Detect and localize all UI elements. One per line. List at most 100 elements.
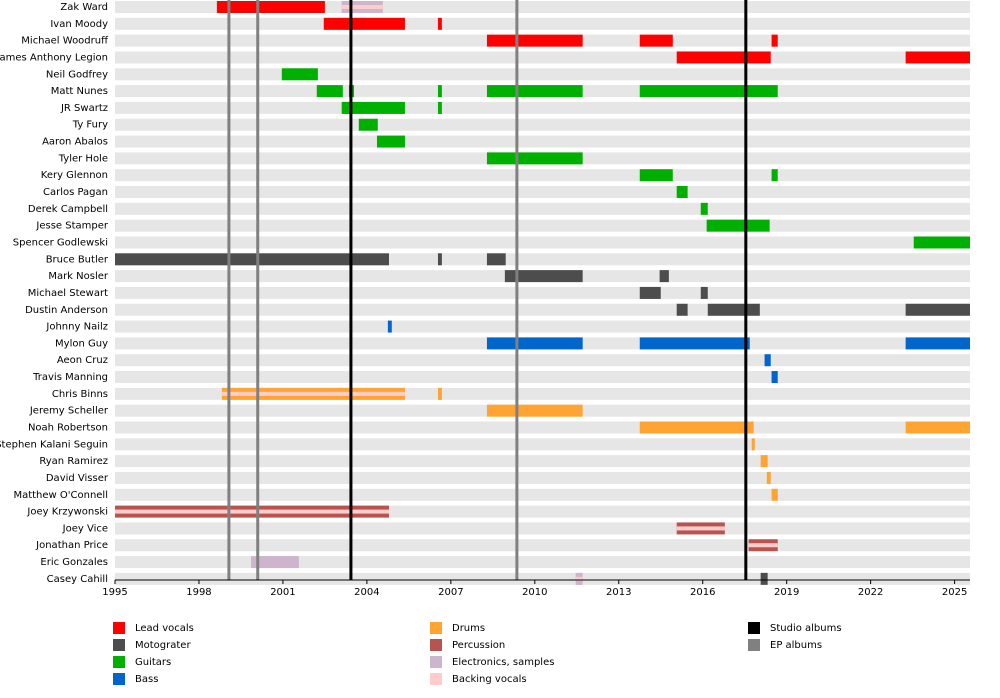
x-tick-label: 2016 (690, 587, 715, 598)
member-bar (387, 320, 392, 333)
row-band (115, 219, 970, 232)
member-bar (766, 471, 771, 484)
member-bar (676, 186, 688, 199)
member-bar (639, 34, 673, 47)
member-label: Bruce Butler (46, 254, 109, 265)
legend-swatch (748, 622, 760, 634)
member-bar (771, 488, 778, 501)
legend-swatch (113, 639, 125, 651)
row-band (115, 169, 970, 182)
legend-label: Electronics, samples (452, 657, 554, 668)
legend-label: Guitars (135, 657, 171, 668)
member-label: Tyler Hole (58, 153, 108, 164)
member-bar (486, 152, 583, 165)
member-bar (115, 509, 389, 514)
x-tick-label: 2001 (270, 587, 295, 598)
row-band (115, 539, 970, 552)
x-tick-label: 1998 (186, 587, 211, 598)
member-label: Ivan Moody (50, 19, 108, 30)
x-tick-label: 1995 (102, 587, 127, 598)
member-label: Dustin Anderson (25, 305, 108, 316)
member-bar (905, 337, 970, 350)
member-label: Kery Glennon (41, 170, 108, 181)
member-bar (706, 219, 770, 232)
row-band (115, 101, 970, 114)
member-label: JR Swartz (60, 103, 108, 114)
member-bar (486, 253, 506, 266)
member-label: Matt Nunes (51, 86, 108, 97)
row-band (115, 471, 970, 484)
member-bar (676, 51, 771, 64)
row-band (115, 186, 970, 199)
member-bar (486, 404, 583, 417)
legend-label: Backing vocals (452, 674, 527, 685)
member-bar (639, 337, 750, 350)
member-label: Chris Binns (52, 389, 108, 400)
member-bar (676, 526, 725, 531)
member-bar (437, 85, 442, 98)
row-band (115, 488, 970, 501)
member-bar (748, 543, 778, 548)
x-tick-label: 2025 (942, 587, 967, 598)
row-band (115, 68, 970, 81)
legend-label: EP albums (770, 640, 822, 651)
row-band (115, 202, 970, 215)
row-band (115, 135, 970, 148)
legend-label: Drums (452, 623, 485, 634)
member-bar (437, 17, 442, 30)
x-tick-label: 2010 (522, 587, 547, 598)
member-bar (323, 17, 405, 30)
member-label: Mark Nosler (48, 271, 109, 282)
row-band (115, 556, 970, 569)
member-bar (575, 576, 583, 581)
member-bar (437, 101, 442, 114)
member-bar (221, 391, 405, 396)
legend-swatch (430, 622, 442, 634)
member-label: Eric Gonzales (40, 557, 108, 568)
member-label: Zak Ward (60, 2, 108, 13)
legend-swatch (430, 673, 442, 685)
member-bar (707, 303, 760, 316)
member-label: Joey Krzywonski (26, 507, 108, 518)
member-bar (216, 1, 325, 13)
row-band (115, 421, 970, 434)
row-band (115, 236, 970, 249)
row-band (115, 455, 970, 468)
member-label: Noah Robertson (28, 423, 108, 434)
member-bar (659, 270, 669, 283)
member-bar (751, 438, 755, 451)
member-bar (341, 101, 405, 114)
member-label: Travis Manning (32, 372, 108, 383)
legend-swatch (113, 656, 125, 668)
member-label: Matthew O'Connell (13, 490, 108, 501)
legend-swatch (430, 639, 442, 651)
legend-swatch (748, 639, 760, 651)
member-label: Ty Fury (72, 120, 108, 131)
row-band (115, 371, 970, 384)
legend-label: Lead vocals (135, 623, 194, 634)
member-bar (437, 253, 442, 266)
member-bar (771, 371, 778, 384)
x-tick-label: 2004 (354, 587, 379, 598)
member-bar (376, 135, 405, 148)
legend-label: Motograter (135, 640, 191, 651)
member-label: Mylon Guy (55, 338, 108, 349)
row-band (115, 51, 970, 64)
row-band (115, 522, 970, 535)
row-band (115, 118, 970, 131)
member-bar (639, 286, 661, 299)
row-band (115, 505, 970, 518)
member-bar (905, 303, 970, 316)
member-label: Ryan Ramirez (39, 456, 108, 467)
member-bar (905, 421, 970, 434)
member-bar (437, 387, 442, 400)
row-band (115, 303, 970, 316)
member-label: James Anthony Legion (0, 52, 108, 63)
member-label: Johnny Nailz (45, 322, 108, 333)
member-bar (764, 354, 771, 367)
member-label: Derek Campbell (28, 204, 108, 215)
member-bar (251, 556, 299, 569)
row-band (115, 286, 970, 299)
x-tick-label: 2013 (606, 587, 631, 598)
